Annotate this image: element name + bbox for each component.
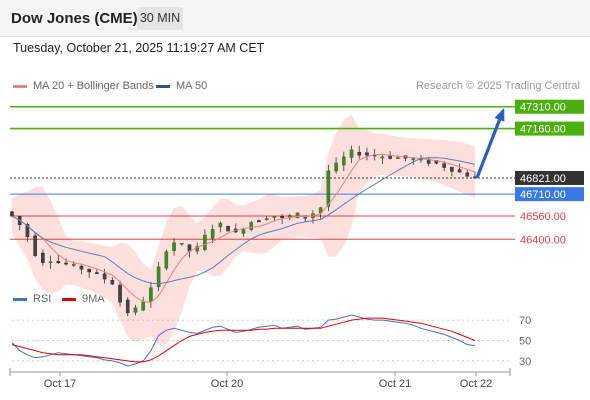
x-axis-tick-label: Oct 21: [379, 378, 411, 390]
candle-bearish: [442, 163, 446, 168]
candle-bullish: [203, 234, 207, 250]
level-label-text: 47310.00: [520, 102, 566, 114]
candle-bullish: [48, 261, 53, 264]
candle-bearish: [95, 272, 99, 274]
candle-bullish: [141, 301, 145, 311]
level-label-support: 46560.00: [515, 208, 584, 223]
candle-bearish: [118, 284, 122, 303]
legend-label-9ma: 9MA: [82, 293, 105, 305]
candle-bearish: [25, 224, 30, 237]
legend-ma20-bb: MA 20 + Bollinger Bands: [13, 80, 154, 92]
level-label-last: 46821.00: [515, 170, 584, 185]
candle-bullish: [411, 158, 416, 161]
level-label-text: 46710.00: [520, 189, 566, 201]
x-axis-tick-label: Oct 20: [211, 378, 243, 390]
legend-label-rsi: RSI: [33, 293, 52, 305]
candle-bearish: [357, 151, 362, 156]
copyright: Research © 2025 Trading Central: [415, 80, 580, 92]
legend-label-ma50: MA 50: [176, 80, 208, 92]
candle-bullish: [172, 242, 176, 251]
legend-label-ma20: MA 20 + Bollinger Bands: [33, 80, 154, 92]
ma20-line: [11, 153, 476, 304]
candle-bullish: [164, 251, 169, 269]
rsi-tick-label: 70: [519, 315, 531, 327]
candle-bearish: [303, 215, 308, 219]
candle-bullish: [195, 246, 200, 252]
legend-rsi: RSI: [13, 293, 51, 305]
candle-bullish: [380, 156, 385, 159]
legend-9ma: 9MA: [62, 293, 105, 305]
candle-bullish: [71, 263, 76, 266]
level-label-bg: [515, 232, 584, 247]
candle-bearish: [10, 211, 14, 216]
level-label-bg: [515, 170, 584, 185]
level-label-resistance: 47160.00: [515, 121, 584, 136]
timestamp: Tuesday, October 21, 2025 11:19:27 AM CE…: [13, 41, 265, 55]
candle-bullish: [318, 207, 323, 214]
candle-bearish: [365, 152, 369, 156]
candle-bearish: [457, 169, 462, 173]
candle-bearish: [110, 280, 115, 285]
candle-bearish: [87, 268, 91, 273]
candle-bearish: [56, 261, 61, 264]
candle-bearish: [102, 273, 107, 280]
candle-bearish: [450, 167, 454, 172]
candle-bearish: [257, 220, 261, 223]
candle-bullish: [156, 266, 161, 288]
legend-swatch-9ma: [62, 297, 76, 301]
candle-bearish: [465, 172, 470, 177]
rsi-tick-label: 30: [519, 356, 531, 368]
candle-bullish: [179, 242, 184, 245]
ma50-line: [11, 157, 476, 285]
candle-bearish: [125, 299, 130, 314]
candle-bullish: [133, 307, 138, 313]
level-label-text: 46400.00: [520, 234, 566, 246]
legend-swatch-ma20: [13, 84, 27, 88]
candle-bullish: [210, 228, 215, 239]
candle-bullish: [241, 229, 246, 234]
projection-arrow: [475, 110, 505, 179]
level-label-support: 46400.00: [515, 232, 584, 247]
legend-swatch-rsi: [13, 297, 27, 301]
legend-ma50: MA 50: [156, 80, 207, 92]
rsi-9ma-line: [11, 317, 476, 363]
header-bar: Dow Jones (CME) 30 MIN: [0, 0, 590, 37]
candle-bullish: [249, 222, 254, 230]
level-label-bg: [515, 99, 584, 114]
level-label-pivot: 46710.00: [515, 187, 584, 202]
candle-bullish: [396, 157, 400, 160]
projection-arrowhead: [494, 107, 505, 122]
candle-bullish: [264, 218, 269, 221]
candle-bearish: [33, 235, 37, 256]
candle-bearish: [79, 265, 84, 270]
level-label-text: 47160.00: [520, 124, 566, 136]
level-label-bg: [515, 208, 584, 223]
level-label-text: 46560.00: [520, 211, 566, 223]
x-axis-tick-label: Oct 22: [460, 378, 492, 390]
candle-bullish: [149, 287, 153, 302]
candle-bearish: [41, 252, 45, 263]
candle-bullish: [272, 216, 277, 218]
legend-swatch-ma50: [156, 84, 170, 88]
candle-bullish: [295, 212, 300, 219]
level-label-text: 46821.00: [520, 173, 566, 185]
candle-bullish: [218, 222, 223, 228]
candle-bullish: [349, 149, 354, 158]
candle-bullish: [326, 170, 331, 207]
x-axis-tick-label: Oct 17: [44, 378, 76, 390]
candle-bearish: [280, 216, 284, 219]
candle-bearish: [64, 262, 68, 265]
level-label-bg: [515, 187, 584, 202]
candle-bearish: [226, 225, 230, 232]
candle-bullish: [342, 156, 346, 166]
instrument-title: Dow Jones (CME): [11, 10, 138, 27]
timeframe-badge[interactable]: 30 MIN: [137, 7, 183, 30]
level-label-bg: [515, 121, 584, 136]
candle-bullish: [334, 162, 338, 172]
rsi-line: [11, 314, 476, 367]
level-label-resistance: 47310.00: [515, 99, 584, 114]
rsi-tick-label: 50: [519, 336, 531, 348]
